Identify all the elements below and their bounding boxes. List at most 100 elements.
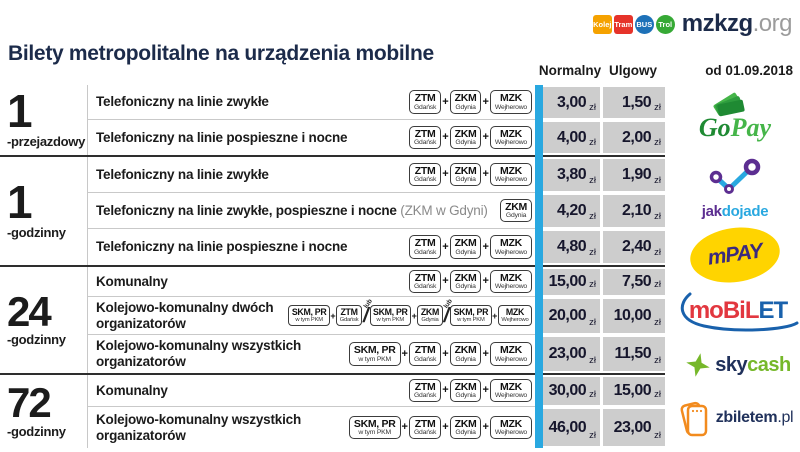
- operator-name: ZTM: [414, 344, 436, 357]
- currency-suffix: zł: [589, 211, 596, 222]
- operator-name: MZK: [500, 164, 522, 177]
- operator-name: SKM, PR: [373, 307, 408, 318]
- operator-badge-ztm: ZTM Gdańsk: [408, 235, 442, 259]
- mobilet-swoosh-icon: [680, 292, 799, 332]
- operator-name: ZKM: [454, 127, 477, 140]
- jakdojade-text-dojade: dojade: [721, 203, 769, 220]
- price-value: 7,50: [621, 273, 652, 290]
- price-reduced: 1,50 zł: [603, 87, 665, 118]
- plus-separator: +: [442, 168, 449, 181]
- operator-name: ZKM: [420, 307, 440, 318]
- price-reduced: 11,50 zł: [603, 337, 665, 371]
- price-value: 2,40: [621, 238, 652, 255]
- currency-suffix: zł: [654, 430, 661, 441]
- operator-city: w tym PKM: [457, 317, 485, 323]
- operator-city: Wejherowo: [494, 392, 527, 400]
- plus-separator: +: [442, 275, 449, 288]
- operator-badges: SKM, PR w tym PKM + ZTM Gdańsk + ZKM Gdynia + MZK…: [348, 415, 532, 440]
- gopay-logo: GoPay: [685, 92, 785, 141]
- section-category: 1 -przejazdowy: [0, 85, 88, 155]
- operator-badges: ZTM Gdańsk + ZKM Gdynia + MZK Wejherowo: [408, 235, 532, 259]
- ticket-row: Kolejowo-komunalny wszystkich organizato…: [88, 335, 665, 373]
- operator-badge-ztm: ZTM Gdańsk: [408, 125, 442, 150]
- operator-city: Gdańsk: [413, 103, 437, 111]
- plus-separator: +: [442, 421, 449, 434]
- operator-name: ZTM: [340, 307, 358, 318]
- operator-badge-skm: SKM, PR w tym PKM: [450, 305, 492, 326]
- operator-badges: SKM, PR w tym PKM + ZTM Gdańsk + ZKM Gdynia + MZK…: [348, 342, 532, 366]
- operator-city: Wejherowo: [494, 429, 527, 437]
- operator-name: ZTM: [414, 380, 436, 393]
- ticket-type-label: Komunalny: [96, 273, 168, 289]
- ticket-type-label: Telefoniczny na linie zwykłe: [96, 94, 269, 110]
- operator-name: ZKM: [454, 237, 477, 250]
- operator-name: MZK: [500, 380, 522, 393]
- skycash-text-cash: cash: [747, 353, 791, 376]
- operator-name: ZKM: [505, 200, 527, 213]
- currency-suffix: zł: [654, 355, 661, 366]
- currency-suffix: zł: [589, 102, 596, 113]
- or-slash-icon: /: [362, 304, 369, 327]
- column-header-reduced: Ulgowy: [608, 63, 657, 78]
- plus-separator: +: [401, 421, 408, 434]
- gopay-text-pay: Pay: [730, 113, 772, 142]
- price-normal: 3,80 zł: [543, 159, 600, 191]
- skycash-star-icon: [686, 353, 711, 377]
- operator-city: Gdynia: [455, 355, 476, 363]
- operator-badge-ztm: ZTM Gdańsk: [408, 269, 442, 294]
- section-category: 24 -godzinny: [0, 267, 88, 373]
- mpay-logo: mPAY: [686, 221, 784, 289]
- blue-accent-stripe: [535, 85, 543, 448]
- operator-name: ZTM: [414, 127, 436, 140]
- operator-city: Gdańsk: [413, 139, 437, 147]
- operator-city: Gdynia: [455, 429, 476, 437]
- category-unit: -przejazdowy: [7, 134, 86, 150]
- operator-name: MZK: [500, 92, 522, 105]
- operator-badge-zkm: ZKM Gdynia: [449, 125, 482, 150]
- price-normal: 3,00 zł: [543, 87, 600, 118]
- operator-badges: ZTM Gdańsk + ZKM Gdynia + MZK Wejherowo: [408, 269, 532, 294]
- operator-badge-zkm: ZKM Gdynia: [449, 269, 482, 294]
- category-number: 1: [7, 84, 33, 137]
- price-value: 20,00: [548, 307, 587, 324]
- mobilet-logo: moBiLET: [676, 290, 800, 332]
- ticket-section: 1 -przejazdowy Telefoniczny na linie zwykł…: [0, 85, 665, 155]
- operator-city: Wejherowo: [494, 176, 527, 184]
- currency-suffix: zł: [654, 317, 661, 328]
- operator-badges: ZTM Gdańsk + ZKM Gdynia + MZK Wejherowo: [408, 90, 532, 114]
- price-value: 1,50: [621, 93, 652, 111]
- operator-badges: ZKM Gdynia: [500, 198, 532, 223]
- plus-separator: +: [442, 347, 449, 360]
- operator-city: Gdańsk: [413, 392, 437, 400]
- column-header-normal: Normalny: [538, 63, 602, 78]
- operator-city: Wejherowo: [494, 355, 527, 363]
- currency-suffix: zł: [589, 430, 596, 441]
- operator-name: ZKM: [454, 344, 477, 357]
- price-reduced: 15,00 zł: [603, 377, 665, 405]
- operator-city: Gdynia: [455, 248, 476, 256]
- operator-name: ZKM: [454, 271, 477, 284]
- operator-badge-ztm: ZTM Gdańsk: [408, 342, 442, 366]
- price-value: 23,00: [548, 345, 587, 362]
- currency-suffix: zł: [589, 137, 596, 148]
- operator-name: ZKM: [454, 92, 477, 105]
- currency-suffix: zł: [654, 279, 661, 290]
- plus-separator: +: [482, 131, 489, 144]
- ticket-type-label: Telefoniczny na linie pospieszne i nocne: [96, 239, 348, 255]
- or-separator: lub /: [362, 297, 373, 327]
- operator-badge-mzk: MZK Wejherowo: [489, 125, 532, 150]
- operator-name: MZK: [500, 271, 522, 284]
- plus-separator: +: [482, 347, 489, 360]
- ticket-row: Komunalny ZTM Gdańsk + ZKM Gdynia + MZK Wejherow…: [88, 267, 665, 297]
- currency-suffix: zł: [654, 137, 661, 148]
- operator-name: MZK: [500, 344, 522, 357]
- ticket-section: 1 -godzinny Telefoniczny na linie zwykłe ZT…: [0, 155, 665, 265]
- brand-tld: .org: [752, 10, 793, 37]
- operator-badges: SKM, PR w tym PKM + ZTM Gdańsk lub / SKM, PR w t…: [288, 297, 532, 327]
- operator-name: SKM, PR: [353, 344, 396, 357]
- price-normal: 4,80 zł: [543, 231, 600, 263]
- price-value: 3,80: [556, 166, 587, 183]
- price-normal: 4,00 zł: [543, 122, 600, 153]
- plus-separator: +: [482, 240, 489, 253]
- price-value: 2,00: [621, 128, 652, 146]
